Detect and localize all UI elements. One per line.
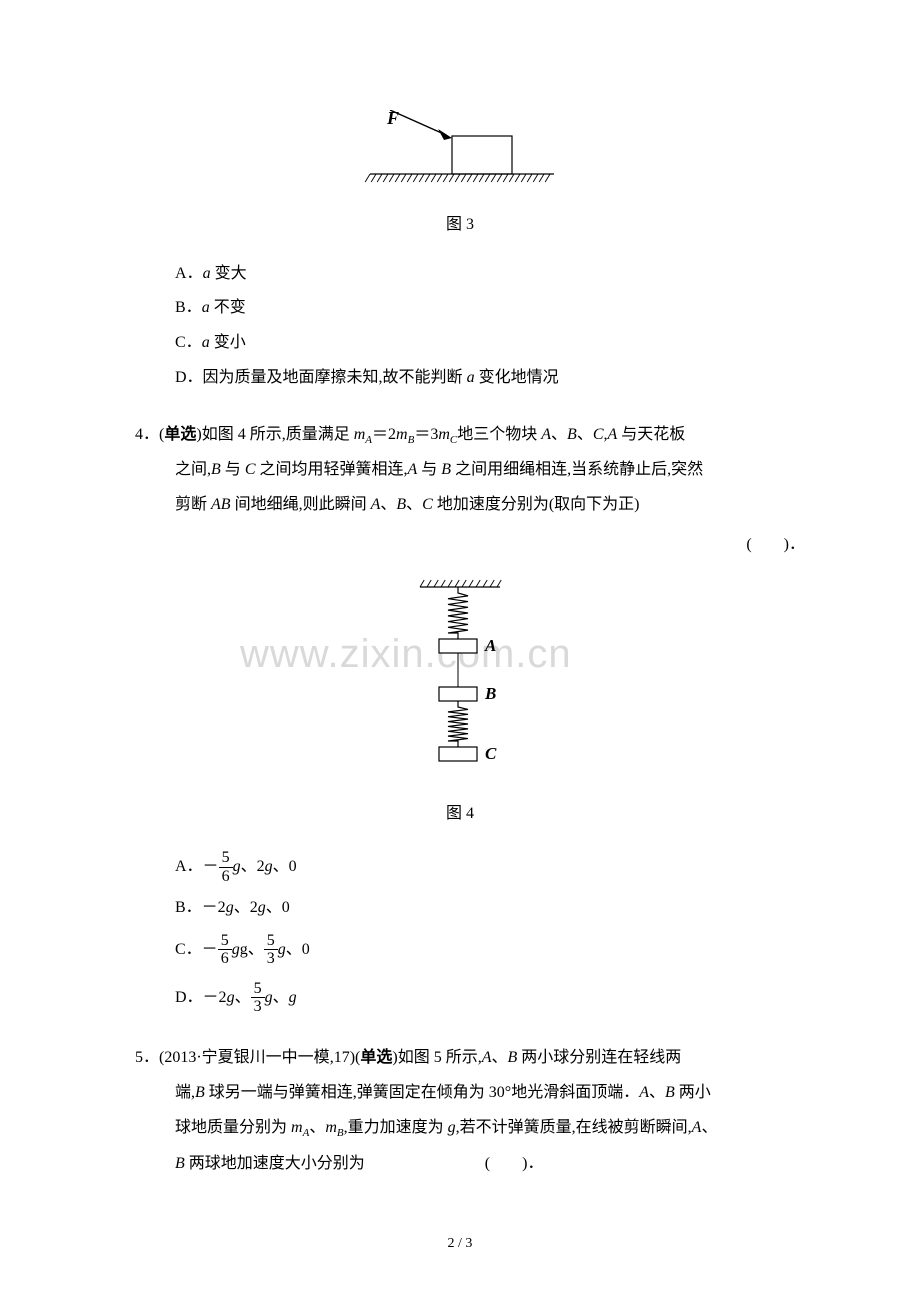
q4-stem-line2: 之间,B 与 C 之间均用轻弹簧相连,A 与 B 之间用细绳相连,当系统静止后,… bbox=[100, 452, 820, 487]
figure-3-svg: F bbox=[360, 110, 560, 190]
q4-option-a: A．－56g、2g、0 bbox=[100, 849, 820, 885]
figure-4: A B C bbox=[100, 579, 820, 790]
page-number: 2 / 3 bbox=[100, 1231, 820, 1256]
q4-stem: 4．(单选)如图 4 所示,质量满足 mA＝2mB＝3mC地三个物块 A、B、C… bbox=[100, 417, 820, 452]
q3-option-d: D．因为质量及地面摩擦未知,故不能判断 a 变化地情况 bbox=[100, 364, 820, 393]
figure-3-caption: 图 3 bbox=[100, 211, 820, 240]
q3-option-c: C．a 变小 bbox=[100, 329, 820, 358]
figure-4-caption: 图 4 bbox=[100, 800, 820, 829]
force-label: F bbox=[386, 110, 399, 128]
q5-stem-line2: 端,B 球另一端与弹簧相连,弹簧固定在倾角为 30°地光滑斜面顶端．A、B 两小 bbox=[100, 1075, 820, 1110]
q3-option-a: A．a 变大 bbox=[100, 260, 820, 289]
fig4-label-b: B bbox=[484, 684, 496, 703]
page-content: F 图 3 A．a 变大 B．a 不变 C．a 变小 D．因为质量及地面摩擦未知… bbox=[100, 110, 820, 1256]
q4-option-c: C．－56gg、53g、0 bbox=[100, 932, 820, 968]
q4: 4．(单选)如图 4 所示,质量满足 mA＝2mB＝3mC地三个物块 A、B、C… bbox=[100, 417, 820, 1016]
q3-option-b: B．a 不变 bbox=[100, 294, 820, 323]
fig4-label-c: C bbox=[485, 744, 497, 763]
q5-stem: 5．(2013·宁夏银川一中一模,17)(单选)如图 5 所示,A、B 两小球分… bbox=[100, 1040, 820, 1075]
q5: 5．(2013·宁夏银川一中一模,17)(单选)如图 5 所示,A、B 两小球分… bbox=[100, 1040, 820, 1181]
figure-3: F bbox=[100, 110, 820, 201]
q5-stem-line4: B 两球地加速度大小分别为( )． bbox=[100, 1146, 820, 1181]
q4-option-b: B．－2g、2g、0 bbox=[100, 897, 820, 919]
q5-stem-line3: 球地质量分别为 mA、mB,重力加速度为 g,若不计弹簧质量,在线被剪断瞬间,A… bbox=[100, 1110, 820, 1145]
fig4-label-a: A bbox=[484, 636, 496, 655]
q4-option-d: D．－2g、53g、g bbox=[100, 980, 820, 1016]
figure-4-svg: A B C bbox=[395, 579, 525, 779]
q4-paren: ( )． bbox=[100, 531, 820, 560]
q4-stem-line3: 剪断 AB 间地细绳,则此瞬间 A、B、C 地加速度分别为(取向下为正) bbox=[100, 487, 820, 522]
